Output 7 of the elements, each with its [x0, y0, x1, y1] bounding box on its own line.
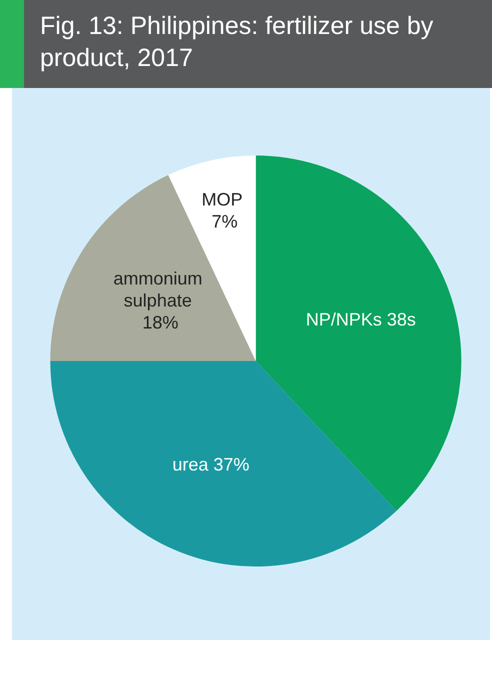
data-label: 7% — [206, 212, 238, 232]
slice-label: MOP — [202, 190, 243, 210]
slice-label: ammonium sulphate — [113, 268, 208, 310]
slice-label: urea 37% — [172, 454, 250, 475]
chart-title: Fig. 13: Philippines: fertilizer use by product, 2017 — [40, 11, 434, 74]
data-label: 18% — [142, 312, 178, 332]
slice-label: NP/NPKs 38s — [306, 309, 416, 330]
